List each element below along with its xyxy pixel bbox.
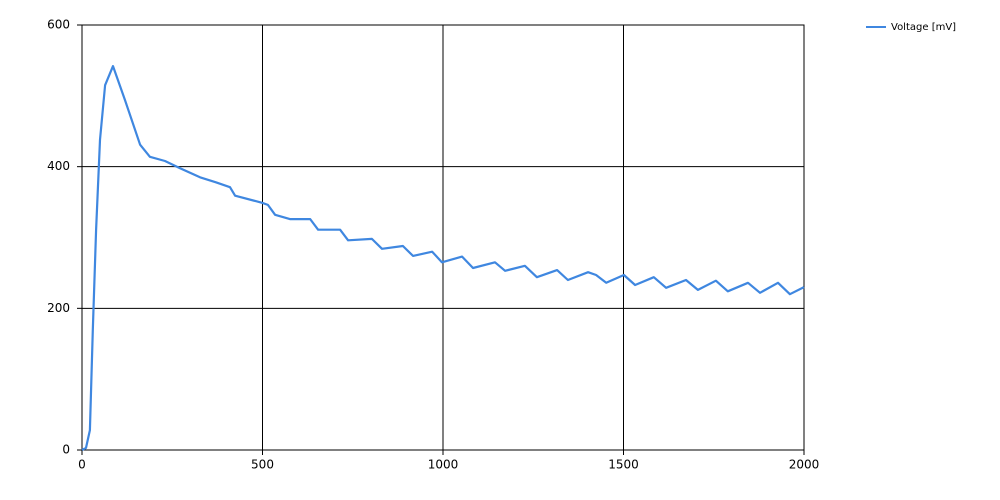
x-tick-label: 2000	[789, 458, 820, 472]
y-tick-label: 400	[47, 159, 70, 173]
x-tick-label: 500	[251, 458, 274, 472]
y-tick-label: 600	[47, 18, 70, 32]
data-line	[81, 64, 805, 451]
x-tick-label: 1500	[608, 458, 639, 472]
legend-label: Voltage [mV]	[891, 22, 956, 33]
y-tick-label: 0	[62, 443, 70, 457]
y-tick-label: 200	[47, 301, 70, 315]
x-tick-label: 1000	[428, 458, 459, 472]
x-tick-label: 0	[78, 458, 86, 472]
